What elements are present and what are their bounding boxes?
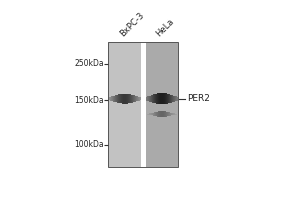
Text: 100kDa: 100kDa bbox=[74, 140, 104, 149]
Text: BxPC-3: BxPC-3 bbox=[118, 11, 146, 39]
Bar bbox=[141, 42, 146, 167]
Text: PER2: PER2 bbox=[187, 94, 210, 103]
Bar bbox=[146, 42, 178, 167]
Text: 250kDa: 250kDa bbox=[74, 59, 104, 68]
Text: HeLa: HeLa bbox=[154, 17, 175, 39]
Text: 150kDa: 150kDa bbox=[74, 96, 104, 105]
Bar bbox=[108, 42, 178, 167]
Bar bbox=[108, 42, 141, 167]
